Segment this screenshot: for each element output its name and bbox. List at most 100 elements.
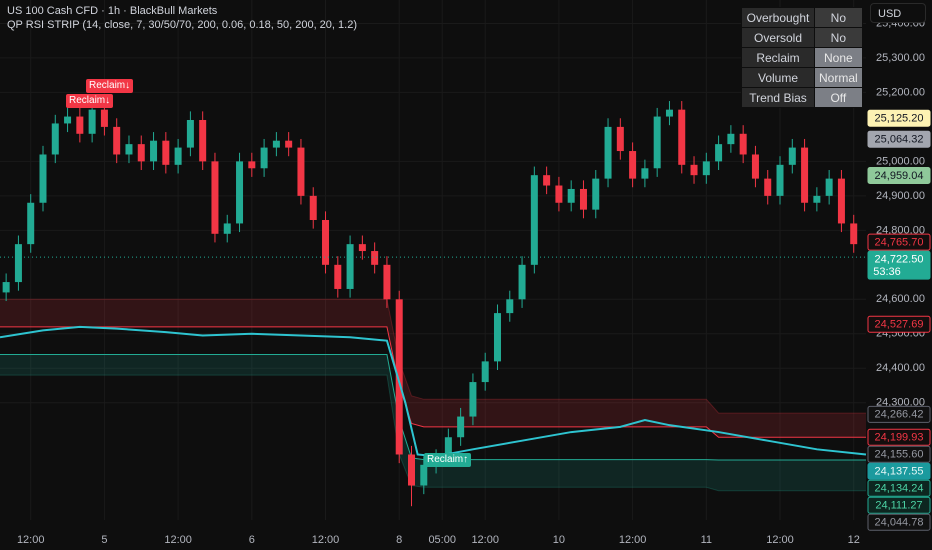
price-label-text: 25,064.32 [875,134,924,146]
price-label: 24,111.27 [867,496,931,514]
candle-body [543,175,551,186]
x-tick-label: 8 [396,534,402,546]
candle-body [592,178,600,210]
candle-body [641,168,649,179]
x-tick-label: 05:00 [428,534,456,546]
price-label-box [867,167,931,185]
candle-body [506,299,514,314]
y-tick-label: 24,600.00 [876,293,925,305]
symbol-title: US 100 Cash CFD · 1h · BlackBull Markets [7,5,218,17]
x-tick-label: 11 [701,534,712,546]
price-label-box [867,130,931,148]
price-label-text: 24,111.27 [875,500,922,512]
candle-body [727,133,735,145]
candle-body [715,144,723,162]
x-tick-label: 12:00 [766,534,794,546]
price-label: 24,199.93 [867,428,931,446]
candle-body [358,244,366,252]
candle-body [702,161,710,176]
candle-body [653,116,661,169]
x-tick-label: 12:00 [164,534,192,546]
price-label-text: 24,527.69 [875,319,924,331]
candle-body [150,140,158,162]
candle-body [579,188,587,210]
currency-button[interactable]: USD [870,3,926,23]
candle-body [665,109,673,117]
price-label: 24,266.42 [867,405,931,423]
signal-label: Reclaim↓ [86,79,134,93]
candle-body [285,140,293,148]
candle-body [837,178,845,224]
candle-body [751,154,759,179]
x-tick-label: 12:00 [471,534,499,546]
candle-body [690,164,698,176]
candle-body [825,178,833,196]
candle-body [100,109,108,127]
y-tick-label: 25,300.00 [876,52,925,64]
candle-body [469,382,477,417]
x-tick-label: 6 [249,534,255,546]
candle-body [260,147,268,169]
candle-body [334,264,342,289]
price-label-box [867,479,931,497]
candle-body [346,244,354,289]
candle-body [236,161,244,224]
indicator-title: QP RSI STRIP (14, close, 7, 30/50/70, 20… [7,19,357,31]
candle-body [530,175,538,265]
upper-band [0,299,866,438]
candle-body [764,178,772,196]
rsi-line [0,325,867,458]
x-tick-label: 12:00 [312,534,340,546]
strip-line [0,353,866,461]
price-label-box [867,315,931,333]
price-label-text: 25,125.20 [875,113,924,125]
x-tick-label: 10 [553,534,565,546]
candle-body [604,126,612,179]
price-label: 24,044.78 [867,513,931,531]
status-row: Reclaim None [741,47,863,68]
signal-label: Reclaim↑ [424,453,472,467]
price-label-box [867,462,931,480]
y-tick-label: 24,400.00 [876,362,925,374]
status-key: Volume [741,67,815,88]
candle-body [64,116,72,124]
candle-body [88,109,96,134]
status-row: Oversold No [741,27,863,48]
strip-line [0,374,866,492]
status-value: No [814,27,863,48]
candle-body [2,282,10,293]
candle-body [444,437,452,458]
candle-body [678,109,686,165]
y-tick-label: 24,900.00 [876,190,925,202]
strip-line [0,298,866,414]
x-tick-label: 12:00 [619,534,647,546]
candle-body [616,126,624,152]
candle-body [788,147,796,165]
price-label-text: 24,266.42 [875,409,924,421]
price-label-text: 24,722.50 [875,254,924,266]
candle-body [555,185,563,203]
candle-body [211,161,219,234]
candle-body [272,140,280,148]
y-tick-label: 25,200.00 [876,86,925,98]
price-label-text: 24,959.04 [875,170,924,182]
candle-body [113,126,121,155]
price-label: 24,137.55 [867,462,931,480]
price-label-box [867,513,931,531]
candle-body [739,133,747,155]
price-label-box [867,445,931,463]
price-label-text: 24,134.24 [875,483,924,495]
price-label-box [867,109,931,127]
candle-body [801,147,809,203]
candle-body [309,195,317,220]
candle-body [76,116,84,134]
price-label-box [867,428,931,446]
price-label-box [867,233,931,251]
x-tick-label: 12:00 [17,534,45,546]
price-label: 24,134.24 [867,479,931,497]
candle-body [457,416,465,438]
strip-line [0,326,866,438]
status-row: Trend Bias Off [741,87,863,108]
candle-body [162,140,170,165]
